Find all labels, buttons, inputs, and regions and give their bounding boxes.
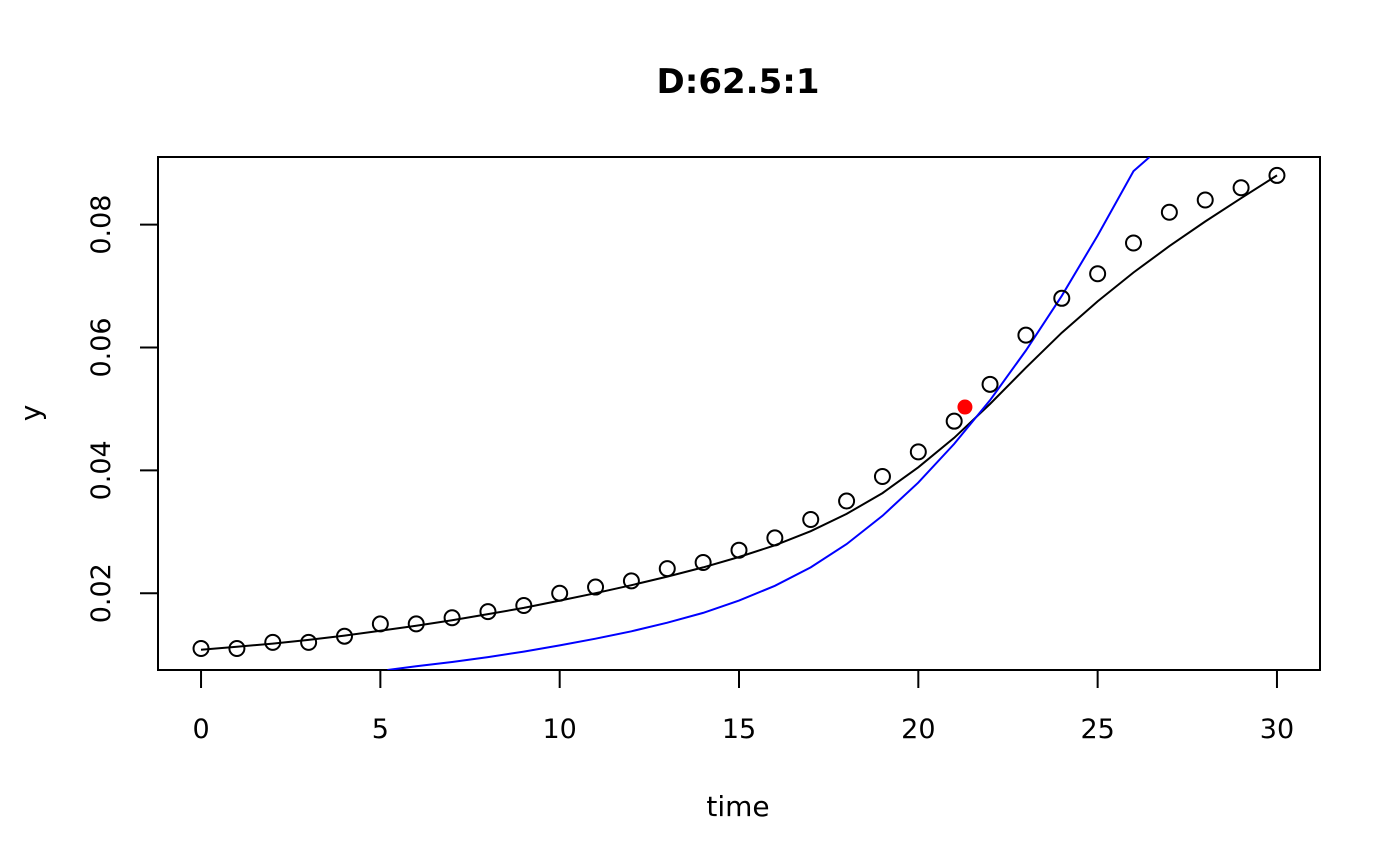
data-point [587,578,605,596]
data-point [909,443,927,461]
y-tick-label: 0.02 [86,563,117,623]
x-tick-label: 10 [542,714,576,745]
x-tick-label: 20 [901,714,935,745]
data-point [1053,289,1071,307]
data-point [192,639,210,657]
plot-frame [157,156,1321,671]
y-axis-label: y [14,405,47,422]
data-point [658,560,676,578]
highlight-point [957,399,973,415]
x-tick-label: 5 [372,714,389,745]
data-point [479,603,497,621]
x-tick-label: 30 [1260,714,1294,745]
data-point [515,596,533,614]
exponential-fit-line [387,157,1151,670]
data-point [371,615,389,633]
data-point [264,633,282,651]
data-point [1089,265,1107,283]
data-point [802,510,820,528]
data-point [1017,326,1035,344]
y-tick-label: 0.08 [86,195,117,255]
data-point [300,633,318,651]
data-point [766,529,784,547]
data-point [407,615,425,633]
data-point [1125,234,1143,252]
chart-title: D:62.5:1 [657,62,820,102]
y-tick-label: 0.06 [86,317,117,377]
data-point [443,609,461,627]
data-point [228,639,246,657]
x-axis: 0 5 10 15 20 25 30 [192,669,1294,745]
data-point [551,584,569,602]
data-point [730,541,748,559]
data-point [1160,203,1178,221]
x-tick-label: 15 [722,714,756,745]
data-point [622,572,640,590]
data-point [335,627,353,645]
x-tick-label: 25 [1080,714,1114,745]
y-axis: 0.02 0.04 0.06 0.08 [86,195,159,623]
data-point [981,375,999,393]
x-tick-label: 0 [192,714,209,745]
data-point [945,412,963,430]
y-tick-label: 0.04 [86,440,117,500]
data-point [1268,166,1286,184]
data-point [1196,191,1214,209]
data-point [694,553,712,571]
smoothed-growth-line [200,174,1278,651]
data-point [838,492,856,510]
x-axis-label: time [706,790,769,823]
plot-area [192,157,1286,670]
data-point [1232,179,1250,197]
data-point [873,467,891,485]
